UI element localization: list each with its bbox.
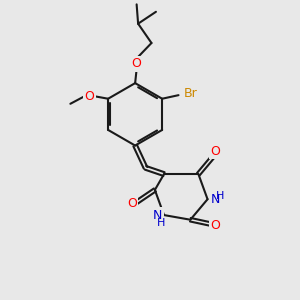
Text: N: N	[211, 193, 220, 206]
Text: H: H	[157, 218, 165, 228]
Text: O: O	[210, 145, 220, 158]
Text: N: N	[153, 208, 163, 222]
Text: O: O	[211, 219, 220, 232]
Text: O: O	[132, 57, 142, 70]
Text: O: O	[127, 197, 137, 210]
Text: O: O	[85, 90, 94, 103]
Text: H: H	[216, 191, 224, 201]
Text: Br: Br	[184, 87, 197, 100]
